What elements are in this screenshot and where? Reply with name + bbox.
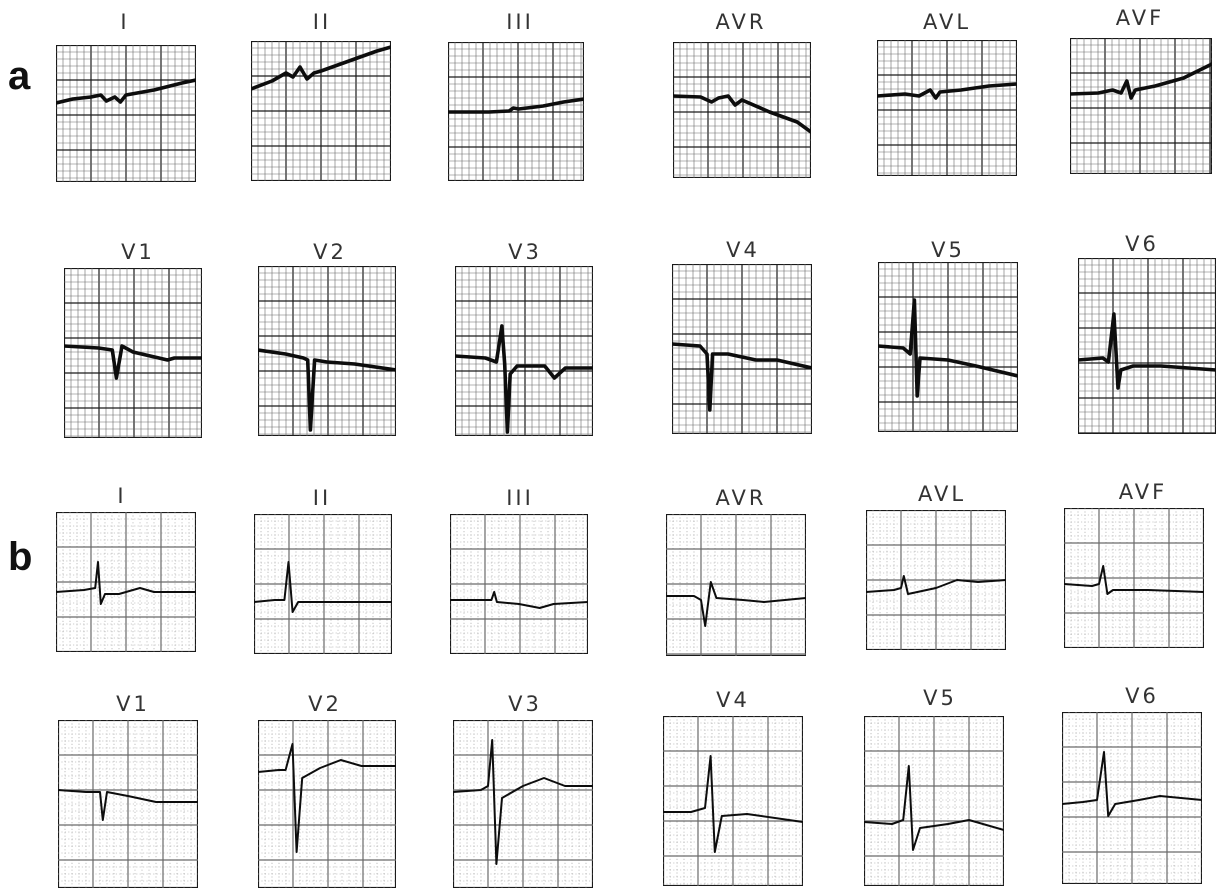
ecg-strip-a-V5 [878,262,1018,432]
lead-label-a-V4: V4 [726,238,760,262]
ecg-trace [864,765,1004,851]
lead-label-a-AVL: AVL [922,10,972,34]
lead-label-b-AVR: AVR [715,486,767,510]
lead-label-a-AVF: AVF [1115,6,1165,30]
ecg-strip-a-I [56,45,196,182]
lead-label-b-V5: V5 [923,686,957,710]
lead-label-a-V6: V6 [1125,232,1159,256]
ecg-trace [866,575,1006,595]
ecg-strip-a-V2 [258,266,396,436]
lead-label-b-V3: V3 [508,692,542,716]
ecg-grid [258,266,396,436]
ecg-trace [453,739,593,865]
ecg-trace [258,348,396,432]
ecg-strip-b-V2 [258,720,396,888]
ecg-grid [1064,508,1204,648]
lead-label-a-V5: V5 [931,238,965,262]
ecg-trace [663,755,803,853]
ecg-grid [450,514,588,654]
ecg-trace [672,342,812,412]
ecg-trace [1062,751,1202,817]
ecg-strip-a-V6 [1078,258,1216,434]
ecg-grid [1078,258,1216,434]
lead-label-a-AVR: AVR [715,10,767,34]
ecg-trace [56,78,196,105]
ecg-strip-b-I [56,512,196,652]
ecg-grid [453,720,593,888]
ecg-grid [455,266,593,436]
lead-label-a-V2: V2 [313,240,347,264]
ecg-trace [1070,62,1212,100]
lead-label-b-AVF: AVF [1118,480,1168,504]
lead-label-b-V2: V2 [308,692,342,716]
ecg-grid [673,42,811,178]
ecg-trace [448,97,584,114]
ecg-grid [1062,712,1202,884]
ecg-strip-b-V5 [864,716,1004,886]
ecg-grid [258,720,396,888]
ecg-grid [1070,38,1212,174]
ecg-strip-a-V4 [672,264,812,434]
ecg-trace [254,561,392,613]
ecg-grid [877,40,1017,176]
ecg-trace [56,561,196,605]
ecg-strip-b-V3 [453,720,593,888]
ecg-strip-b-V1 [58,720,198,888]
ecg-strip-a-II [251,41,391,181]
lead-label-b-II: II [312,486,332,510]
ecg-strip-a-AVL [877,40,1017,176]
ecg-trace [58,789,198,821]
lead-label-b-V4: V4 [716,688,750,712]
ecg-trace [877,82,1017,100]
ecg-strip-b-III [450,514,588,654]
ecg-trace [1064,565,1204,595]
ecg-strip-b-V4 [663,716,803,886]
lead-label-b-V6: V6 [1125,684,1159,708]
ecg-grid [56,512,196,652]
lead-label-a-I: I [120,10,130,34]
ecg-trace [251,45,391,91]
panel-label-a: a [8,54,31,98]
lead-label-a-V3: V3 [508,240,542,264]
ecg-trace [878,298,1018,398]
lead-label-a-II: II [312,10,332,34]
ecg-strip-b-V6 [1062,712,1202,884]
lead-label-b-V1: V1 [116,692,150,716]
ecg-grid [254,514,392,654]
lead-label-b-I: I [117,484,127,508]
lead-label-a-III: III [506,10,534,34]
ecg-trace [673,94,811,134]
ecg-trace [666,581,806,627]
ecg-grid [866,510,1006,650]
ecg-strip-a-III [448,42,584,181]
ecg-grid [864,716,1004,886]
ecg-strip-b-II [254,514,392,654]
ecg-trace [450,591,588,609]
ecg-grid [663,716,803,886]
ecg-strip-b-AVL [866,510,1006,650]
ecg-trace [1078,312,1216,390]
ecg-strip-a-V1 [64,268,202,438]
ecg-grid [56,45,196,182]
ecg-grid [251,41,391,181]
ecg-strip-a-AVF [1070,38,1212,174]
ecg-trace [64,344,202,380]
ecg-trace [455,324,593,434]
ecg-strip-b-AVR [666,514,806,656]
ecg-grid [58,720,198,888]
lead-label-a-V1: V1 [121,240,155,264]
ecg-grid [672,264,812,434]
ecg-trace [258,743,396,853]
panel-label-b: b [8,535,33,579]
lead-label-b-III: III [506,486,534,510]
ecg-strip-a-V3 [455,266,593,436]
ecg-strip-a-AVR [673,42,811,178]
lead-label-b-AVL: AVL [917,482,967,506]
ecg-strip-b-AVF [1064,508,1204,648]
ecg-grid [666,514,806,656]
